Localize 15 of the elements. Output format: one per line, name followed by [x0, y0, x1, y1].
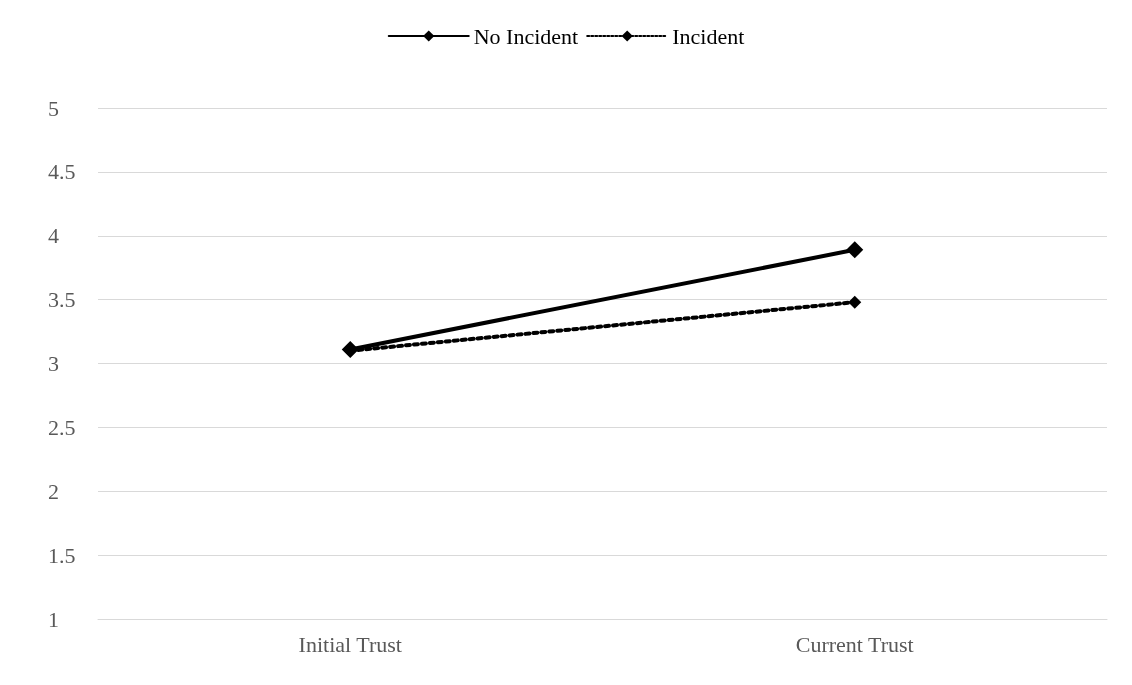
y-tick-label: 2	[48, 478, 59, 504]
point	[846, 241, 864, 259]
point	[848, 295, 862, 309]
y-tick-label: 4	[48, 223, 59, 249]
y-tick-label: 1.5	[48, 542, 76, 568]
y-tick-label: 1	[48, 606, 59, 632]
y-tick-label: 4.5	[48, 159, 76, 185]
y-tick-label: 3	[48, 351, 59, 376]
legend-label: Incident	[672, 23, 745, 49]
x-tick-label: Initial Trust	[298, 631, 402, 657]
y-tick-label: 2.5	[48, 414, 76, 440]
y-tick-label: 3.5	[48, 287, 76, 313]
x-tick-label: Current Trust	[795, 631, 914, 657]
legend-label: No Incident	[473, 23, 579, 49]
y-tick-label: 5	[48, 95, 59, 121]
